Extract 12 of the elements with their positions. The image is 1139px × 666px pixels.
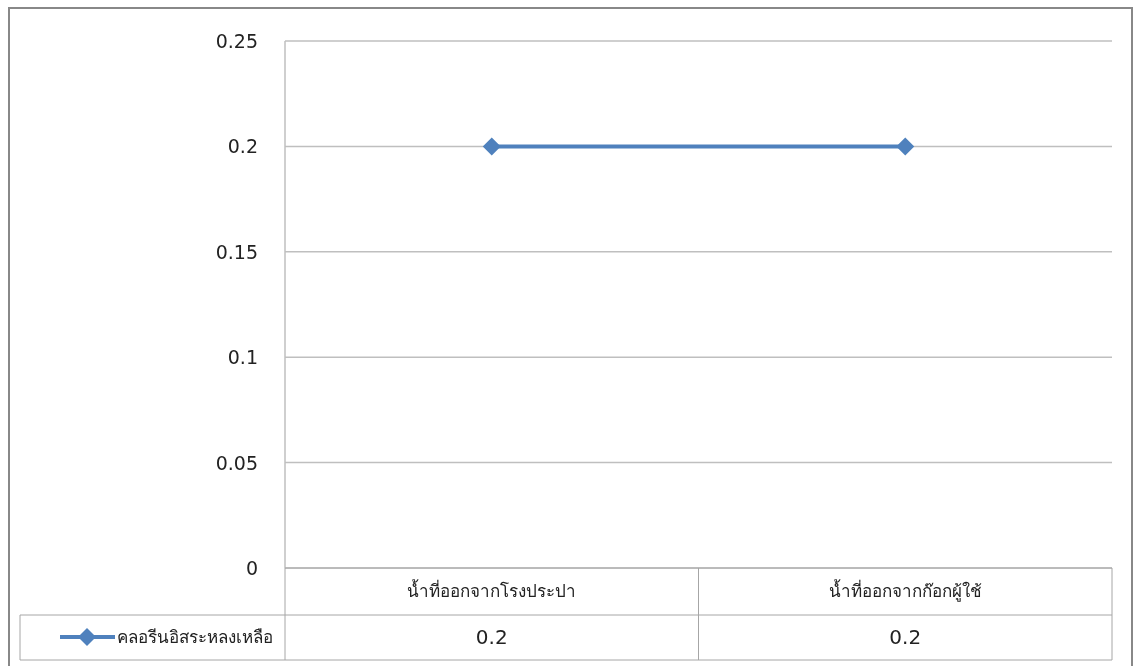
legend: คลอรีนอิสระหลงเหลือ xyxy=(60,627,273,647)
y-tick-label: 0.2 xyxy=(227,135,258,158)
x-tick-label: น้ำที่ออกจากโรงประปา xyxy=(407,579,577,601)
legend-label: คลอรีนอิสระหลงเหลือ xyxy=(117,627,273,647)
y-tick-label: 0 xyxy=(245,557,258,579)
data-label: 0.2 xyxy=(889,625,922,649)
data-label: 0.2 xyxy=(475,625,508,649)
y-tick-label: 0.05 xyxy=(215,451,258,474)
x-tick-label: น้ำที่ออกจากก๊อกผู้ใช้ xyxy=(828,579,982,602)
y-tick-label: 0.25 xyxy=(215,30,258,52)
y-tick-label: 0.1 xyxy=(227,346,258,369)
y-tick-label: 0.15 xyxy=(215,240,258,263)
